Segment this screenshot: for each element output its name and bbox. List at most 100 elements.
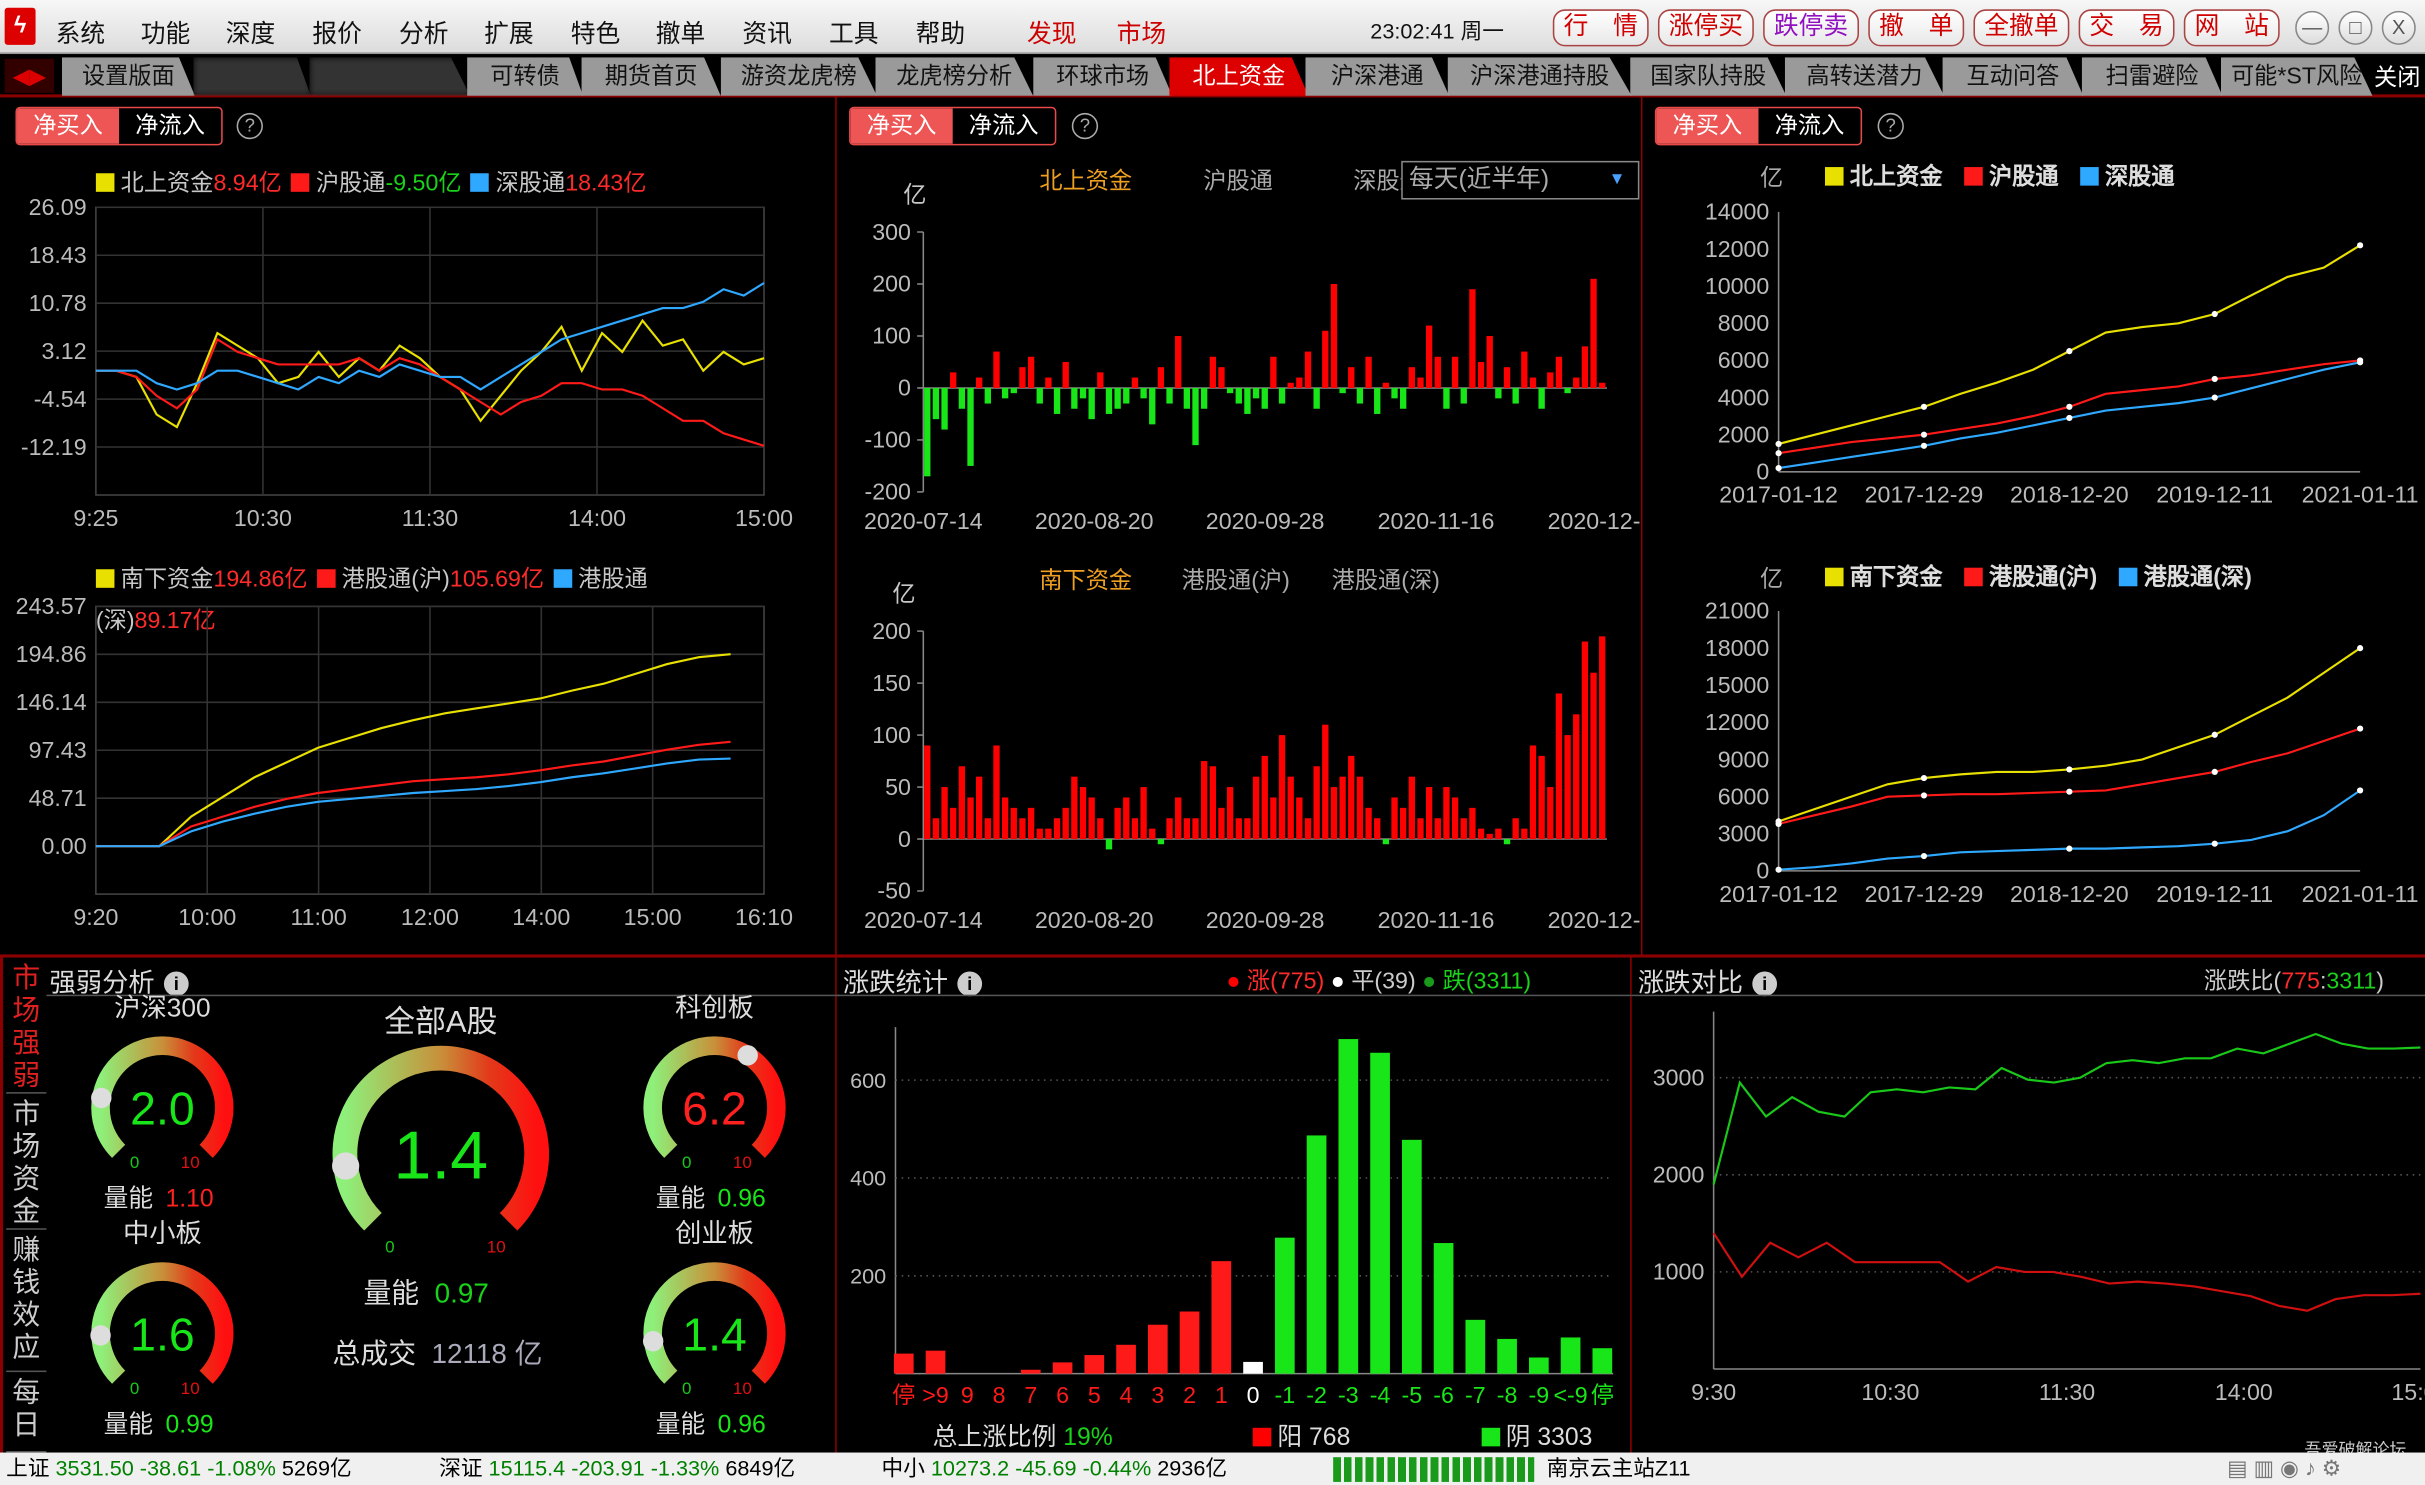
bar xyxy=(1192,387,1199,446)
period-dropdown[interactable]: 每天(近半年) ▼ xyxy=(1401,160,1640,200)
tab-north-total[interactable]: 北上资金 xyxy=(1039,168,1133,195)
menu-item[interactable]: 功能 xyxy=(140,21,191,48)
bar xyxy=(1401,1139,1422,1374)
net-buy-button[interactable]: 净买入 xyxy=(17,108,120,144)
tab-hk-sh[interactable]: 港股通(沪) xyxy=(1181,567,1290,595)
tab-9[interactable]: 沪深港通 xyxy=(1305,57,1450,96)
tab-12[interactable]: 高转送潜力 xyxy=(1784,57,1945,96)
tab-10[interactable]: 沪深港通持股 xyxy=(1447,57,1632,96)
net-inflow-button[interactable]: 净流入 xyxy=(1774,112,1845,140)
bar xyxy=(1313,766,1320,840)
trade-button[interactable]: 撤 单 xyxy=(1868,9,1965,47)
tab-15[interactable]: 可能*ST风险 xyxy=(2220,57,2373,96)
tab-4[interactable]: 期货首页 xyxy=(581,57,721,96)
menu-item[interactable]: 深度 xyxy=(225,21,276,48)
y-tick-label: 15000 xyxy=(1705,672,1769,698)
menu-item[interactable]: 工具 xyxy=(828,21,879,48)
maximize-icon[interactable]: □ xyxy=(2338,10,2373,45)
info-icon[interactable]: i xyxy=(957,971,983,997)
bar xyxy=(967,387,974,466)
tab-2[interactable] xyxy=(309,57,471,96)
menu-item[interactable]: 帮助 xyxy=(915,21,966,48)
minimize-icon[interactable]: — xyxy=(2295,10,2330,45)
tab-1[interactable] xyxy=(193,57,311,96)
menu-item[interactable]: 特色 xyxy=(570,21,621,48)
net-buy-button[interactable]: 净买入 xyxy=(850,108,953,144)
x-tick-label: 2020-07-14 xyxy=(864,907,983,933)
trade-button[interactable]: 跌停卖 xyxy=(1763,9,1860,47)
bar xyxy=(1270,356,1277,388)
gauge-knob xyxy=(737,1045,758,1066)
tab-11[interactable]: 国家队持股 xyxy=(1630,57,1787,96)
bar xyxy=(1443,387,1450,409)
trade-button[interactable]: 行 情 xyxy=(1552,9,1649,47)
index-sh[interactable]: 上证 3531.50 -38.61 -1.08% 5269亿 xyxy=(6,1453,351,1485)
y-tick-label: 10.78 xyxy=(29,290,87,316)
bar xyxy=(1460,818,1467,840)
menu-item[interactable]: 分析 xyxy=(399,21,449,48)
side-tab[interactable]: 赚钱效应 xyxy=(6,1230,47,1373)
bar xyxy=(1123,797,1130,840)
tab-0[interactable]: 设置版面 xyxy=(61,57,195,96)
tab-7[interactable]: 环球市场 xyxy=(1033,57,1173,96)
status-tool-icons[interactable]: ▤ ▥ ◉ ♪ ⚙ xyxy=(2227,1455,2342,1481)
trade-button[interactable]: 交 易 xyxy=(2078,9,2175,47)
trade-button[interactable]: 网 站 xyxy=(2183,9,2280,47)
net-buy-button[interactable]: 净买入 xyxy=(1656,108,1759,144)
tab-close[interactable]: 关闭 xyxy=(2374,64,2421,92)
legend-value: 8.94亿 xyxy=(213,170,282,197)
side-tab[interactable]: 市场资金 xyxy=(6,1094,47,1230)
menu-item[interactable]: 扩展 xyxy=(484,21,534,48)
tab-6[interactable]: 龙虎榜分析 xyxy=(875,57,1034,96)
bar xyxy=(1400,387,1407,409)
legend-label: (深) xyxy=(95,607,135,635)
help-icon[interactable]: ? xyxy=(1877,112,1904,140)
tab-scroll-arrows-icon[interactable]: ◀▶ xyxy=(4,58,55,93)
tab-south-total[interactable]: 南下资金 xyxy=(1039,567,1133,595)
tab-5[interactable]: 游资龙虎榜 xyxy=(720,57,877,96)
trade-button[interactable]: 涨停买 xyxy=(1657,9,1754,47)
x-tick-label: 11:30 xyxy=(2039,1379,2095,1405)
bar xyxy=(1157,367,1165,388)
net-inflow-button[interactable]: 净流入 xyxy=(968,112,1039,140)
bar xyxy=(1036,828,1043,840)
index-price: 3531.50 xyxy=(55,1455,134,1481)
data-point xyxy=(2211,394,2218,401)
help-icon[interactable]: ? xyxy=(1071,112,1099,140)
tab-8[interactable]: 北上资金 xyxy=(1169,57,1309,96)
menu-discover[interactable]: 发现 xyxy=(1026,21,1077,48)
menu-item[interactable]: 报价 xyxy=(312,21,362,48)
trade-button[interactable]: 全撤单 xyxy=(1973,9,2070,47)
menu-item[interactable]: 资讯 xyxy=(742,21,792,48)
tab-13[interactable]: 互动问答 xyxy=(1942,57,2084,96)
index-sz[interactable]: 深证 15115.4 -203.91 -1.33% 6849亿 xyxy=(439,1453,795,1485)
info-icon[interactable]: i xyxy=(1752,971,1778,997)
tab-hk-sz[interactable]: 港股通(深) xyxy=(1331,567,1440,595)
index-zx[interactable]: 中小 10273.2 -45.69 -0.44% 2936亿 xyxy=(882,1453,1227,1485)
bar xyxy=(1209,356,1216,388)
close-icon[interactable]: X xyxy=(2381,10,2416,45)
side-tab[interactable]: 每日 xyxy=(6,1372,47,1453)
bar xyxy=(1296,377,1303,388)
tab-3[interactable]: 可转债 xyxy=(467,57,584,96)
info-icon[interactable]: i xyxy=(163,971,189,997)
menu-item[interactable]: 撤单 xyxy=(655,21,706,48)
tab-sh-connect[interactable]: 沪股通 xyxy=(1203,168,1273,195)
server-name[interactable]: 南京云主站Z11 xyxy=(1546,1455,1691,1481)
bar xyxy=(1088,797,1095,840)
side-tab[interactable]: 市场强弱 xyxy=(6,958,47,1094)
help-icon[interactable]: ? xyxy=(236,112,263,140)
bar xyxy=(1529,745,1537,840)
data-point xyxy=(1775,450,1782,457)
tab-14[interactable]: 扫雷避险 xyxy=(2081,57,2223,96)
down-dot-icon: ● xyxy=(1422,968,1437,995)
menu-market[interactable]: 市场 xyxy=(1116,21,1167,48)
status-indicators xyxy=(1333,1457,1535,1482)
bar xyxy=(1278,387,1286,404)
bar xyxy=(1313,387,1320,409)
menu-item[interactable]: 系统 xyxy=(55,21,106,48)
bar xyxy=(1304,351,1312,388)
legend-label: 北上资金 xyxy=(1849,163,1943,191)
bar xyxy=(1322,330,1329,388)
net-inflow-button[interactable]: 净流入 xyxy=(135,112,205,140)
